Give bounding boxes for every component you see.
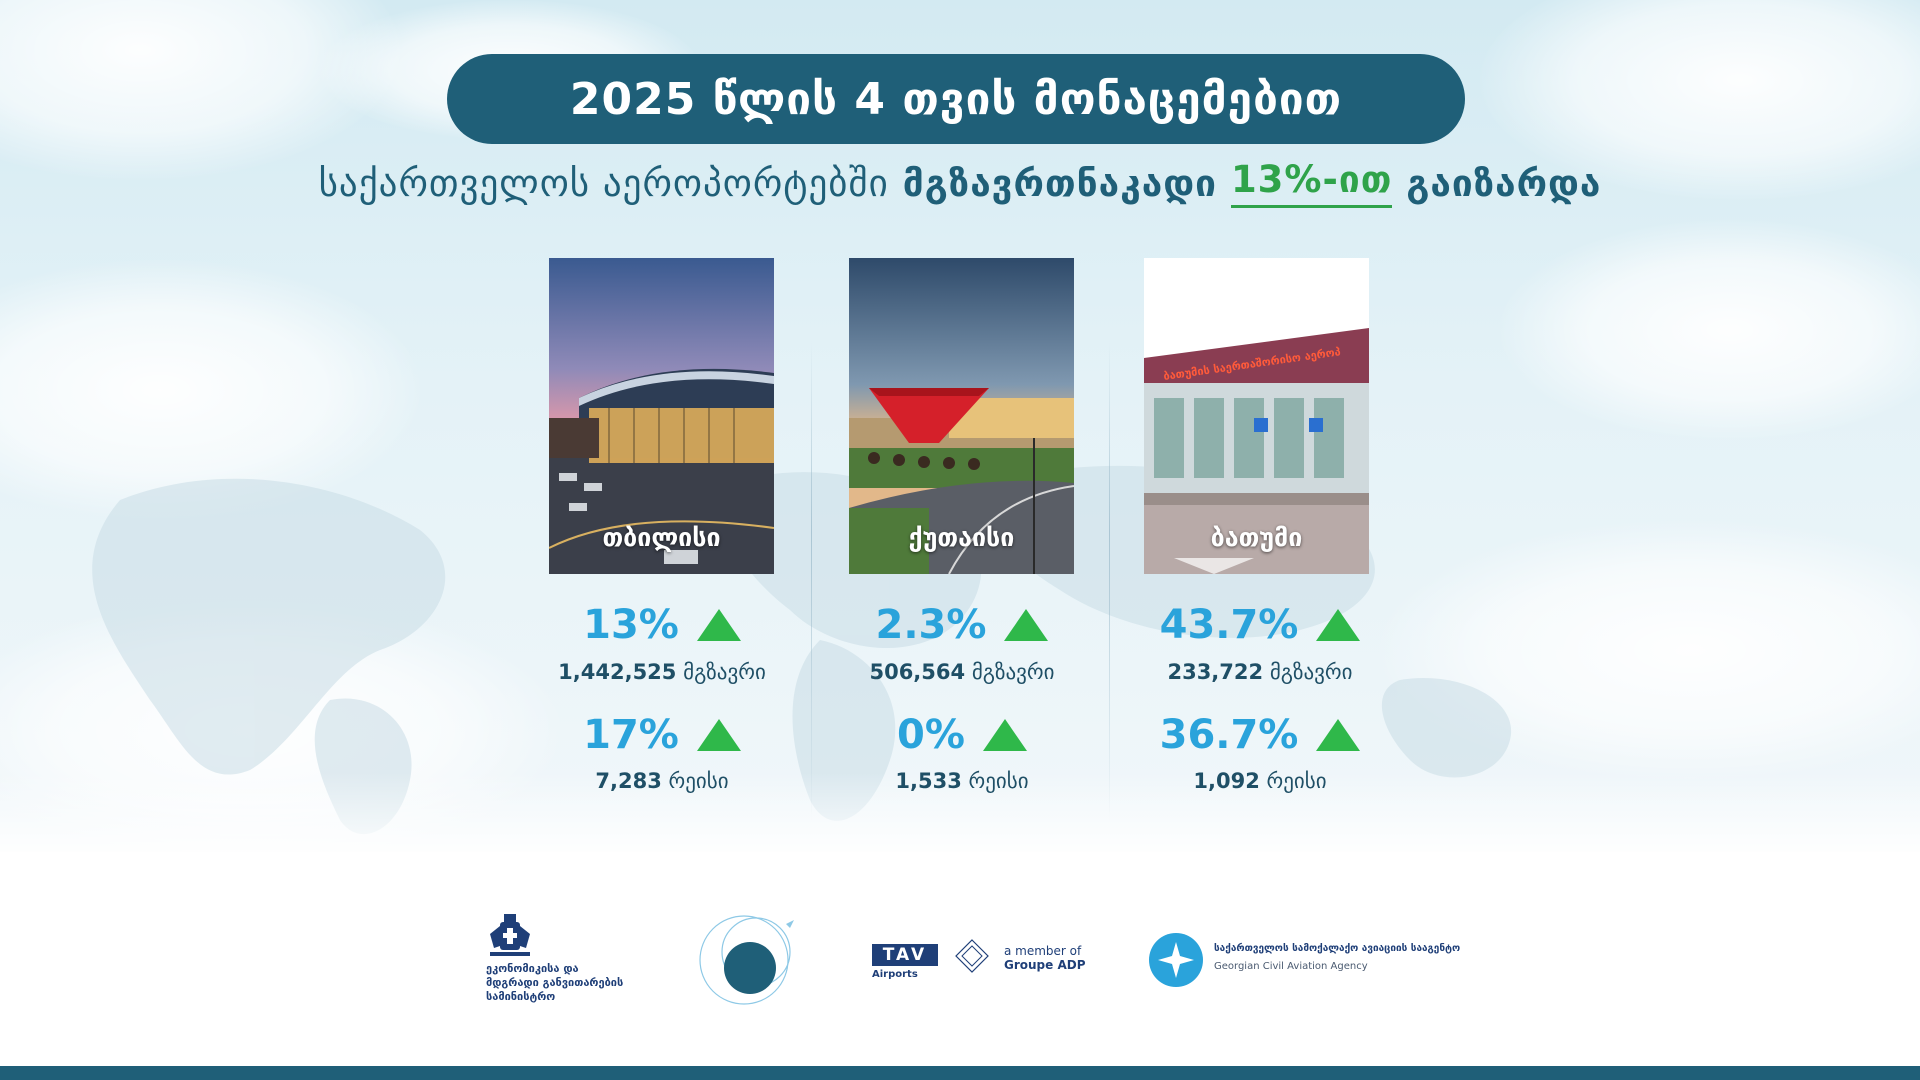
flight-count: 1,092 xyxy=(1193,769,1260,793)
stat-passenger-count-kutaisi: 506,564 მგზავრი xyxy=(812,660,1112,684)
up-arrow-icon xyxy=(696,609,741,641)
subtitle-part1: საქართველოს აეროპორტებში xyxy=(318,161,889,205)
stat-passenger-change-batumi: 43.7% xyxy=(1110,602,1410,648)
airport-photo-kutaisi: ქუთაისი xyxy=(849,258,1074,574)
ministry-name-line3: სამინისტრო xyxy=(486,990,556,1003)
stat-passenger-change-tbilisi: 13% xyxy=(512,602,812,648)
flight-change-value: 36.7% xyxy=(1159,712,1299,758)
stat-passenger-count-batumi: 233,722 მგზავრი xyxy=(1110,660,1410,684)
up-arrow-icon xyxy=(1316,719,1361,751)
stat-flight-count-tbilisi: 7,283 რეისი xyxy=(512,769,812,793)
stat-flight-change-kutaisi: 0% xyxy=(812,712,1112,758)
column-divider xyxy=(1109,340,1110,820)
passenger-count: 233,722 xyxy=(1167,660,1264,684)
stat-flight-change-batumi: 36.7% xyxy=(1110,712,1410,758)
batumi-terminal-illustration: ბათუმის საერთაშორისო აეროპ xyxy=(1144,258,1369,574)
bottom-bar xyxy=(0,1066,1920,1080)
stat-passenger-count-tbilisi: 1,442,525 მგზავრი xyxy=(512,660,812,684)
cloud-decoration xyxy=(0,260,420,520)
airport-name-tbilisi: თბილისი xyxy=(602,523,721,552)
up-arrow-icon xyxy=(1316,609,1361,641)
partner-logos-strip: ეკონომიკისა და მდგრადი განვითარების სამი… xyxy=(0,852,1920,1066)
gcaa-plane-logo-icon xyxy=(1149,933,1203,987)
stat-flight-count-kutaisi: 1,533 რეისი xyxy=(812,769,1112,793)
kutaisi-terminal-illustration xyxy=(849,258,1074,574)
column-divider xyxy=(811,340,812,820)
subtitle-part2: მგზავრთნაკადი xyxy=(902,161,1217,205)
airports-emblem-logo xyxy=(699,915,794,1005)
tbilisi-terminal-illustration xyxy=(549,258,774,574)
stat-flight-count-batumi: 1,092 რეისი xyxy=(1110,769,1410,793)
airport-photo-batumi: ბათუმის საერთაშორისო აეროპ ბათუმი xyxy=(1144,258,1369,574)
stat-flight-change-tbilisi: 17% xyxy=(512,712,812,758)
flight-change-value: 0% xyxy=(897,712,965,758)
page-title: 2025 წლის 4 თვის მონაცემებით xyxy=(569,73,1343,125)
up-arrow-icon xyxy=(696,719,741,751)
passenger-change-value: 13% xyxy=(583,602,679,648)
flight-unit: რეისი xyxy=(668,769,729,793)
flight-unit: რეისი xyxy=(968,769,1029,793)
tav-sub: Airports xyxy=(872,969,918,980)
flight-count: 7,283 xyxy=(595,769,662,793)
adp-line2: Groupe ADP xyxy=(1004,958,1086,972)
airport-name-kutaisi: ქუთაისი xyxy=(908,523,1015,552)
tav-name: TAV xyxy=(882,945,928,965)
passenger-count: 1,442,525 xyxy=(558,660,677,684)
tav-logo: TAV xyxy=(872,944,938,966)
ministry-name-line1: ეკონომიკისა და xyxy=(486,962,579,975)
gcaa-name-ka: საქართველოს სამოქალაქო ავიაციის სააგენტო xyxy=(1214,943,1461,954)
adp-line1: a member of xyxy=(1004,944,1082,958)
page-title-pill: 2025 წლის 4 თვის მონაცემებით xyxy=(447,54,1465,144)
stat-passenger-change-kutaisi: 2.3% xyxy=(812,602,1112,648)
passenger-unit: მგზავრი xyxy=(683,660,766,684)
ministry-name-line2: მდგრადი განვითარების xyxy=(486,976,624,989)
groupe-adp-diamond-icon xyxy=(955,939,989,973)
cloud-decoration xyxy=(1500,220,1920,440)
flight-change-value: 17% xyxy=(583,712,679,758)
sky-fade xyxy=(0,772,1920,852)
flight-unit: რეისი xyxy=(1266,769,1327,793)
up-arrow-icon xyxy=(1004,609,1049,641)
subtitle-part3: გაიზარდა xyxy=(1406,161,1602,205)
passenger-count: 506,564 xyxy=(869,660,966,684)
passenger-unit: მგზავრი xyxy=(971,660,1055,684)
flight-count: 1,533 xyxy=(895,769,962,793)
passenger-change-value: 43.7% xyxy=(1159,602,1299,648)
subtitle: საქართველოს აეროპორტებში მგზავრთნაკადი 1… xyxy=(0,155,1920,211)
subtitle-highlight: 13%-ით xyxy=(1230,158,1393,208)
up-arrow-icon xyxy=(982,719,1027,751)
passenger-change-value: 2.3% xyxy=(875,602,987,648)
passenger-unit: მგზავრი xyxy=(1269,660,1353,684)
ministry-coat-of-arms-icon xyxy=(490,914,530,956)
airport-photo-tbilisi: თბილისი xyxy=(549,258,774,574)
gcaa-name-en: Georgian Civil Aviation Agency xyxy=(1214,961,1368,972)
airport-name-batumi: ბათუმი xyxy=(1210,523,1303,552)
